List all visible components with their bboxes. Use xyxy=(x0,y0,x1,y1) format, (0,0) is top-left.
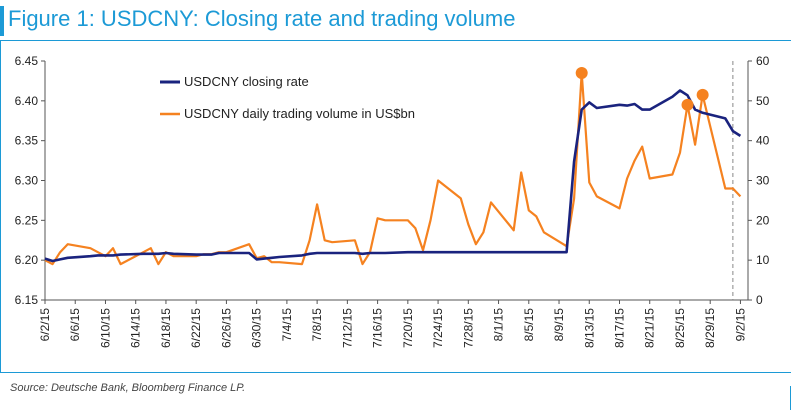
y-left-tick-label: 6.40 xyxy=(15,94,39,108)
x-tick-label: 7/4/15 xyxy=(280,308,294,342)
y-left-tick-label: 6.30 xyxy=(15,174,39,188)
y-left-tick-label: 6.20 xyxy=(15,253,39,267)
y-right-tick-label: 20 xyxy=(756,213,770,227)
y-right-tick-label: 50 xyxy=(756,94,770,108)
legend-label-volume: USDCNY daily trading volume in US$bn xyxy=(184,106,415,121)
x-tick-label: 7/28/15 xyxy=(461,308,475,348)
axes: 6.15 6.20 6.25 6.30 6.35 6.40 6.45 0 10 20 30 40 50 6… xyxy=(15,54,770,348)
y-right-tick-label: 60 xyxy=(756,54,770,68)
x-tick-label: 7/24/15 xyxy=(431,308,445,348)
x-tick-label: 8/5/15 xyxy=(522,308,536,342)
series-line-trading-volume xyxy=(44,71,742,266)
y-right-tick-label: 40 xyxy=(756,134,770,148)
x-tick-label: 9/2/15 xyxy=(733,308,747,342)
chart-area: 6.15 6.20 6.25 6.30 6.35 6.40 6.45 0 10 20 30 40 50 6… xyxy=(15,54,770,348)
x-tick-label: 8/9/15 xyxy=(552,308,566,342)
x-tick-label: 7/12/15 xyxy=(340,308,354,348)
legend: USDCNY closing rate USDCNY daily trading… xyxy=(160,74,415,121)
y-left-tick-label: 6.45 xyxy=(15,54,39,68)
x-tick-label: 7/16/15 xyxy=(371,308,385,348)
series-line-closing-rate xyxy=(44,89,742,263)
figure-header: Figure 1: USDCNY: Closing rate and tradi… xyxy=(0,0,791,40)
y-left-tick-label: 6.35 xyxy=(15,134,39,148)
figure-title: Figure 1: USDCNY: Closing rate and tradi… xyxy=(8,6,516,31)
series-layer xyxy=(44,66,742,266)
x-tick-label: 6/6/15 xyxy=(68,308,82,342)
x-tick-label: 8/17/15 xyxy=(612,308,626,348)
x-tick-label: 6/22/15 xyxy=(189,308,203,348)
x-tick-label: 6/14/15 xyxy=(129,308,143,348)
x-tick-label: 8/25/15 xyxy=(673,308,687,348)
y-left-tick-label: 6.15 xyxy=(15,293,39,307)
source-divider xyxy=(0,372,791,373)
title-accent-bar xyxy=(0,6,4,36)
y-left-tick-label: 6.25 xyxy=(15,213,39,227)
x-tick-label: 7/8/15 xyxy=(310,308,324,342)
legend-label-closing-rate: USDCNY closing rate xyxy=(184,74,309,89)
title-divider xyxy=(0,40,791,41)
volume-highlight-marker xyxy=(681,98,694,111)
y-right-tick-label: 0 xyxy=(756,293,763,307)
source-note: Source: Deutsche Bank, Bloomberg Finance… xyxy=(10,382,246,394)
x-tick-label: 6/18/15 xyxy=(159,308,173,348)
x-tick-label: 8/1/15 xyxy=(492,308,506,342)
volume-highlight-marker xyxy=(696,88,709,101)
x-tick-label: 8/13/15 xyxy=(582,308,596,348)
volume-highlight-marker xyxy=(575,66,588,79)
x-tick-label: 6/26/15 xyxy=(219,308,233,348)
y-right-tick-label: 30 xyxy=(756,174,770,188)
x-tick-label: 8/21/15 xyxy=(643,308,657,348)
x-tick-label: 8/29/15 xyxy=(703,308,717,348)
frame-left-border xyxy=(0,40,1,373)
x-tick-label: 7/20/15 xyxy=(401,308,415,348)
x-tick-label: 6/10/15 xyxy=(98,308,112,348)
x-tick-label: 6/2/15 xyxy=(38,308,52,342)
x-tick-label: 6/30/15 xyxy=(250,308,264,348)
y-right-tick-label: 10 xyxy=(756,253,770,267)
